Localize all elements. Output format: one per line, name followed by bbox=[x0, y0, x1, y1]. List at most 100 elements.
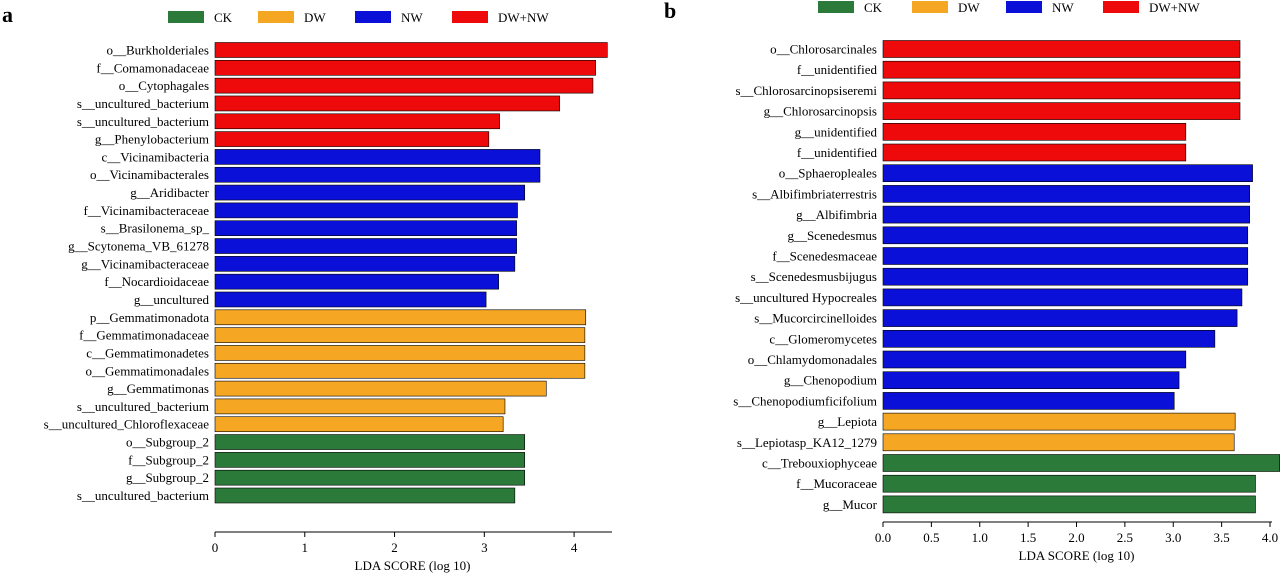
bar-dw bbox=[214, 309, 587, 326]
legend-swatch-dw bbox=[258, 11, 294, 23]
bar-label: s__uncultured Hypocreales bbox=[735, 290, 877, 305]
bar-label: g__Gemmatimonas bbox=[107, 381, 209, 396]
bar-dw-nw bbox=[882, 40, 1241, 58]
bar-ck bbox=[882, 474, 1256, 493]
bar-label: s__uncultured_Chloroflexaceae bbox=[44, 417, 210, 432]
x-tick-label: 3.0 bbox=[1165, 530, 1181, 545]
bar-nw bbox=[882, 350, 1187, 369]
bar-label: g__Phenylobacterium bbox=[95, 132, 209, 147]
legend-swatch-dw-nw bbox=[1103, 1, 1139, 13]
legend-label: DW bbox=[958, 0, 980, 15]
x-tick-label: 4 bbox=[571, 540, 578, 555]
bar-nw bbox=[214, 273, 499, 290]
bar-nw bbox=[882, 185, 1250, 203]
legend-swatch-nw bbox=[1006, 1, 1042, 13]
panel-letter: b bbox=[664, 0, 676, 23]
bar-dw-nw bbox=[214, 131, 490, 147]
bar-label: g__Subgroup_2 bbox=[126, 470, 209, 485]
bar-nw bbox=[214, 220, 517, 236]
bar-label: s__uncultured_bacterium bbox=[77, 114, 209, 129]
x-tick-label: 1 bbox=[302, 540, 309, 555]
bar-dw-nw bbox=[882, 123, 1187, 141]
bar-nw bbox=[882, 329, 1216, 348]
bar-label: g__Aridibacter bbox=[130, 185, 209, 200]
x-tick-label: 0.5 bbox=[923, 530, 939, 545]
bar-nw bbox=[882, 309, 1238, 327]
bar-nw bbox=[214, 291, 487, 308]
bar-ck bbox=[882, 454, 1280, 472]
bar-label: s__Chlorosarcinopsiseremi bbox=[735, 83, 877, 98]
bar-dw bbox=[214, 345, 586, 361]
bar-ck bbox=[214, 469, 526, 486]
bar-nw bbox=[882, 164, 1253, 182]
bar-label: g__Chlorosarcinopsis bbox=[764, 104, 877, 119]
bar-label: s__Albifimbriaterrestris bbox=[752, 186, 877, 201]
bar-label: s__Chenopodiumficifolium bbox=[733, 393, 877, 408]
bar-label: f__Subgroup_2 bbox=[128, 452, 209, 467]
bar-ck bbox=[214, 487, 516, 504]
x-axis-title: LDA SCORE (log 10) bbox=[1019, 548, 1135, 563]
bar-label: g__unidentified bbox=[795, 124, 878, 139]
bar-ck bbox=[214, 434, 526, 450]
bar-label: g__Scytonema_VB_61278 bbox=[68, 239, 209, 254]
bar-nw bbox=[214, 166, 541, 183]
bar-label: o__Vicinamibacterales bbox=[90, 167, 209, 182]
bar-label: c__Gemmatimonadetes bbox=[86, 345, 209, 360]
bar-dw-nw bbox=[882, 60, 1241, 79]
bar-label: f__Vicinamibacteraceae bbox=[83, 203, 209, 218]
bar-label: c__Vicinamibacteria bbox=[102, 149, 210, 164]
bar-label: s__Mucorcircinelloides bbox=[754, 311, 877, 326]
bar-ck bbox=[214, 452, 526, 468]
bar-dw-nw bbox=[882, 81, 1241, 100]
bar-nw bbox=[214, 238, 517, 254]
bar-dw bbox=[214, 416, 504, 433]
bar-label: g__uncultured bbox=[134, 292, 210, 307]
x-tick-label: 2.0 bbox=[1068, 530, 1084, 545]
x-tick-label: 0.0 bbox=[875, 530, 891, 545]
bar-label: g__Scenedesmus bbox=[787, 228, 877, 243]
bar-nw bbox=[214, 202, 518, 219]
legend-label: NW bbox=[401, 10, 423, 25]
bar-dw-nw bbox=[214, 77, 594, 94]
bar-dw-nw bbox=[882, 143, 1187, 162]
bar-label: g__Lepiota bbox=[818, 414, 877, 429]
x-tick-label: 2 bbox=[391, 540, 398, 555]
bar-label: c__Trebouxiophyceae bbox=[762, 456, 877, 471]
legend-label: DW bbox=[304, 10, 326, 25]
bar-label: o__Cytophagales bbox=[119, 78, 209, 93]
x-tick-label: 1.5 bbox=[1020, 530, 1036, 545]
x-tick-label: 1.0 bbox=[972, 530, 988, 545]
bar-dw-nw bbox=[214, 60, 596, 76]
bar-dw bbox=[882, 433, 1235, 452]
bar-label: s__uncultured_bacterium bbox=[77, 96, 209, 111]
bar-dw bbox=[214, 380, 547, 397]
bar-nw bbox=[882, 288, 1243, 307]
bar-label: o__Burkholderiales bbox=[106, 43, 209, 58]
x-axis-title: LDA SCORE (log 10) bbox=[355, 558, 471, 573]
legend-label: DW+NW bbox=[1149, 0, 1200, 15]
bar-label: s__Brasilonema_sp_ bbox=[101, 221, 210, 236]
bar-label: f__unidentified bbox=[797, 145, 878, 160]
x-tick-label: 3.5 bbox=[1214, 530, 1230, 545]
bar-label: f__unidentified bbox=[797, 62, 878, 77]
bar-ck bbox=[882, 495, 1256, 514]
panel-letter: a bbox=[2, 2, 13, 27]
bar-label: f__Gemmatimonadaceae bbox=[79, 328, 209, 343]
bar-label: f__Mucoraceae bbox=[796, 476, 877, 491]
bar-nw bbox=[882, 226, 1249, 245]
bar-dw bbox=[882, 412, 1236, 431]
legend-swatch-dw-nw bbox=[452, 11, 488, 23]
bar-label: g__Chenopodium bbox=[784, 373, 877, 388]
bar-label: s__uncultured_bacterium bbox=[77, 399, 209, 414]
legend-label: CK bbox=[214, 10, 233, 25]
bar-dw-nw bbox=[214, 113, 500, 130]
bar-label: s__Scenedesmusbijugus bbox=[751, 269, 877, 284]
bar-dw bbox=[214, 398, 506, 415]
bar-label: o__Chlorosarcinales bbox=[770, 42, 877, 57]
bar-nw bbox=[882, 247, 1249, 265]
bar-nw bbox=[214, 149, 541, 165]
bar-dw-nw bbox=[214, 95, 561, 112]
legend-swatch-nw bbox=[355, 11, 391, 23]
bar-label: o__Gemmatimonadales bbox=[86, 363, 209, 378]
